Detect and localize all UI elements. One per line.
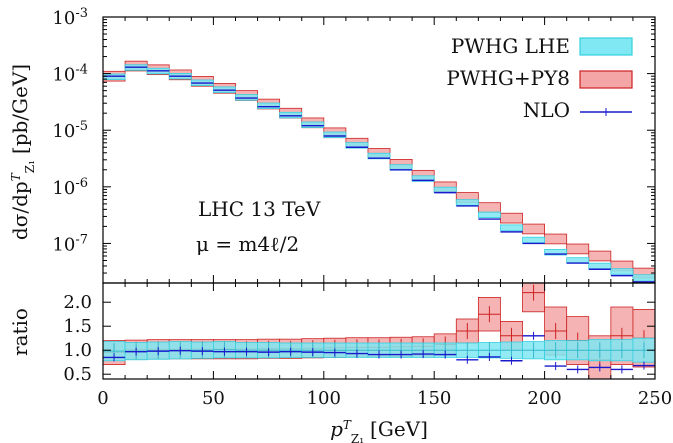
- main-band-bin: [500, 212, 523, 224]
- ratio-panel: 0.5 1.0 1.5 2.0 0 50 100 150 200 250 ratio pTZ₁[…: [8, 282, 672, 443]
- ratio-x-ticks: 0 50 100 150 200 250: [97, 283, 672, 409]
- x-tick-label: 150: [417, 388, 451, 409]
- main-y-tick-label: 10-3: [52, 6, 88, 30]
- main-band-bin: [323, 131, 347, 138]
- main-band-bin: [566, 243, 590, 255]
- main-band-bin: [477, 211, 501, 219]
- ratio-y-tick-label: 1.0: [63, 340, 92, 361]
- legend-swatch-pwhg-py8: [579, 70, 633, 89]
- main-band-bin: [632, 274, 656, 281]
- main-band-bin: [301, 121, 325, 128]
- ratio-nlo-line: [103, 331, 655, 374]
- ratio-y-tick-label: 2.0: [63, 292, 92, 313]
- ratio-pwhg-py8-band: [102, 282, 656, 380]
- main-y-tick-label: 10-5: [52, 119, 88, 143]
- annotation-scale: μ = m4ℓ/2: [196, 232, 299, 256]
- main-band-bin: [588, 262, 612, 270]
- main-band-bin: [544, 249, 568, 256]
- legend-label-pwhg-py8: PWHG+PY8: [446, 66, 570, 90]
- x-tick-label: 200: [527, 388, 561, 409]
- main-y-tick-label: 10-6: [52, 175, 88, 199]
- main-band-bin: [257, 102, 281, 109]
- main-band-bin: [500, 224, 523, 231]
- legend: PWHG LHE PWHG+PY8 NLO: [446, 34, 633, 122]
- main-pwhg-py8-band: [102, 60, 656, 279]
- main-y-ticks: 10-3 10-4 10-5 10-6 10-7: [52, 6, 656, 284]
- main-nlo-line: [103, 66, 655, 283]
- x-tick-label: 50: [202, 388, 225, 409]
- x-tick-label: 0: [97, 388, 108, 409]
- main-band-bin: [610, 268, 634, 275]
- annotation-energy: LHC 13 TeV: [198, 197, 321, 221]
- main-band-bin: [477, 202, 501, 213]
- main-band-bin: [455, 199, 479, 206]
- main-band-bin: [588, 250, 612, 262]
- main-band-bin: [433, 186, 457, 194]
- main-y-tick-label: 10-4: [52, 62, 88, 86]
- legend-swatch-pwhg-lhe: [579, 37, 633, 56]
- ratio-y-ticks: 0.5 1.0 1.5 2.0: [63, 292, 655, 385]
- legend-label-pwhg-lhe: PWHG LHE: [451, 34, 570, 58]
- legend-label-nlo: NLO: [523, 98, 570, 122]
- main-band-bin: [345, 142, 369, 149]
- main-band-bin: [544, 233, 568, 245]
- x-tick-label: 100: [307, 388, 341, 409]
- main-band-bin: [522, 223, 546, 235]
- ratio-frame: [102, 282, 656, 380]
- x-axis-label: pTZ₁ [GeV]: [330, 417, 428, 443]
- ratio-y-tick-label: 1.5: [63, 316, 92, 337]
- main-band-bin: [411, 175, 435, 182]
- ratio-y-tick-label: 0.5: [63, 364, 92, 385]
- x-tick-label: 250: [638, 388, 672, 409]
- main-y-tick-label: 10-7: [52, 232, 88, 256]
- main-y-label: dσ/dpTZ₁[pb/GeV]: [8, 64, 37, 240]
- main-band-bin: [522, 236, 546, 244]
- ratio-y-label: ratio: [8, 308, 32, 356]
- main-panel: 10-3 10-4 10-5 10-6 10-7 LHC 13 TeV μ = m4ℓ/…: [8, 6, 656, 284]
